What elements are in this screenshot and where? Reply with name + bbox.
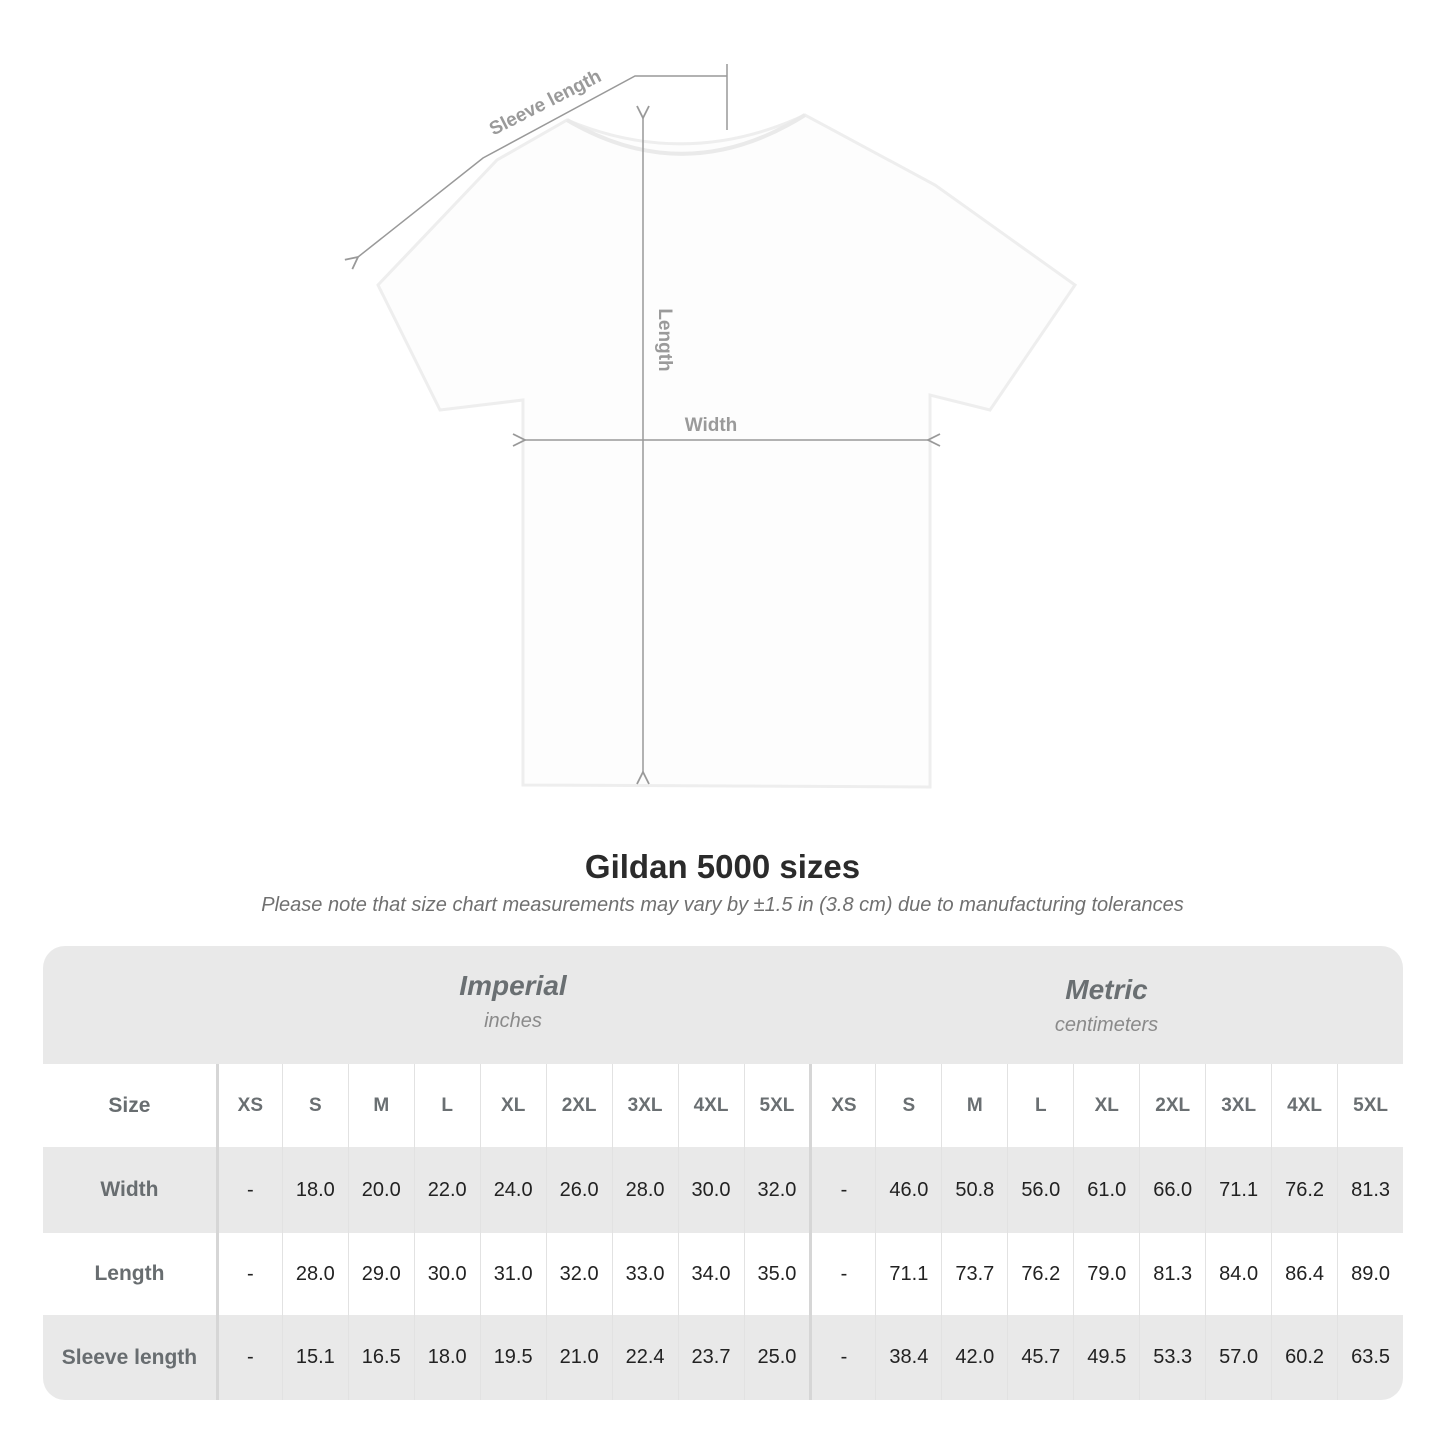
row-label: Length	[94, 1262, 165, 1285]
metric-value-cell: -	[809, 1147, 875, 1233]
length-label: Length	[654, 308, 675, 371]
metric-value-cell: 45.7	[1007, 1315, 1073, 1400]
table-row: Sleeve length -15.1 16.5 18.0 19.5 21.0 22.4 23…	[43, 1315, 1403, 1400]
imperial-value-cell: 28.0	[281, 1233, 348, 1315]
metric-value-cell: 86.4	[1271, 1233, 1337, 1315]
imperial-value-cell: 22.0	[413, 1147, 480, 1233]
metric-value-cell: -	[809, 1233, 875, 1315]
imperial-value-cell: 30.0	[413, 1233, 480, 1315]
metric-value-cell: 84.0	[1205, 1233, 1271, 1315]
imperial-value-cell: 33.0	[611, 1233, 678, 1315]
chart-title: Gildan 5000 sizes	[584, 848, 861, 885]
tshirt-diagram: Sleeve length Length Width	[0, 64, 1078, 789]
imperial-title: Imperial	[459, 970, 567, 1001]
imperial-value-cell: 21.0	[545, 1315, 612, 1400]
metric-value-cell: -	[809, 1315, 875, 1400]
metric-value-cell: 46.0	[875, 1147, 941, 1233]
metric-value-cell: 76.2	[1007, 1233, 1073, 1315]
imperial-size-header: S	[281, 1064, 348, 1147]
width-label: Width	[685, 415, 738, 436]
metric-size-header: S	[875, 1064, 941, 1147]
imperial-value-cell: 35.0	[743, 1233, 810, 1315]
imperial-header: Imperial inches	[216, 946, 810, 1064]
imperial-size-header: 4XL	[677, 1064, 744, 1147]
metric-value-cell: 57.0	[1205, 1315, 1271, 1400]
imperial-value-cell: 26.0	[545, 1147, 612, 1233]
row-label: Size	[108, 1093, 151, 1117]
metric-value-cell: 66.0	[1139, 1147, 1205, 1233]
imperial-value-cell: 22.4	[611, 1315, 678, 1400]
metric-value-cell: 89.0	[1337, 1233, 1403, 1315]
metric-size-header: M	[941, 1064, 1007, 1147]
metric-value-cell: 63.5	[1337, 1315, 1403, 1400]
imperial-value-cell: 25.0	[743, 1315, 810, 1400]
sleeve-length-line	[358, 75, 727, 257]
metric-value-cell: 73.7	[941, 1233, 1007, 1315]
metric-value-cell: 76.2	[1271, 1147, 1337, 1233]
imperial-value-cell: 18.0	[413, 1315, 480, 1400]
imperial-size-header: 2XL	[545, 1064, 612, 1147]
imperial-value-cell: 18.0	[281, 1147, 348, 1233]
imperial-value-cell: 30.0	[677, 1147, 744, 1233]
row-label: Sleeve length	[61, 1345, 198, 1369]
imperial-value-cell: 19.5	[479, 1315, 546, 1400]
tolerance-note: Please note that size chart measurements…	[261, 894, 1184, 916]
imperial-value-cell: 31.0	[479, 1233, 546, 1315]
metric-value-cell: 71.1	[1205, 1147, 1271, 1233]
metric-unit: centimeters	[1054, 1014, 1159, 1036]
metric-value-cell: 79.0	[1073, 1233, 1139, 1315]
metric-size-header: XL	[1073, 1064, 1139, 1147]
row-label: Width	[100, 1178, 159, 1201]
imperial-size-header: XL	[479, 1064, 546, 1147]
metric-value-cell: 60.2	[1271, 1315, 1337, 1400]
imperial-value-cell: 29.0	[347, 1233, 414, 1315]
imperial-value-cell: 24.0	[479, 1147, 546, 1233]
imperial-value-cell: 15.1	[281, 1315, 348, 1400]
table-row: Length -28.0 29.0 30.0 31.0 32.0 33.0 34.0 35.0-…	[43, 1233, 1403, 1315]
imperial-size-header: L	[413, 1064, 480, 1147]
imperial-size-header: 5XL	[743, 1064, 810, 1147]
size-table: Imperial inches Metric centimeters Size X…	[43, 946, 1403, 1400]
metric-value-cell: 42.0	[941, 1315, 1007, 1400]
metric-size-header: 3XL	[1205, 1064, 1271, 1147]
imperial-size-header: 3XL	[611, 1064, 678, 1147]
imperial-value-cell: -	[215, 1315, 282, 1400]
metric-size-header: XS	[809, 1064, 875, 1147]
imperial-value-cell: 32.0	[743, 1147, 810, 1233]
imperial-value-cell: -	[215, 1233, 282, 1315]
collar	[565, 113, 807, 156]
imperial-value-cell: 23.7	[677, 1315, 744, 1400]
metric-value-cell: 49.5	[1073, 1315, 1139, 1400]
imperial-value-cell: 28.0	[611, 1147, 678, 1233]
metric-value-cell: 61.0	[1073, 1147, 1139, 1233]
imperial-value-cell: 32.0	[545, 1233, 612, 1315]
metric-value-cell: 53.3	[1139, 1315, 1205, 1400]
metric-header: Metric centimeters	[810, 946, 1403, 1064]
imperial-size-header: M	[347, 1064, 414, 1147]
metric-size-header: 2XL	[1139, 1064, 1205, 1147]
metric-value-cell: 50.8	[941, 1147, 1007, 1233]
table-row: Width -18.0 20.0 22.0 24.0 26.0 28.0 30.0 32.0-4…	[43, 1147, 1403, 1233]
imperial-value-cell: 34.0	[677, 1233, 744, 1315]
metric-value-cell: 38.4	[875, 1315, 941, 1400]
metric-value-cell: 71.1	[875, 1233, 941, 1315]
metric-size-header: 5XL	[1337, 1064, 1403, 1147]
size-header-row: Size XS S M L XL 2XL 3XL 4XL 5XL XS S M L XL 2XL 3XL 4XL 5…	[43, 1064, 1403, 1147]
metric-value-cell: 81.3	[1139, 1233, 1205, 1315]
metric-value-cell: 56.0	[1007, 1147, 1073, 1233]
imperial-unit: inches	[484, 1010, 542, 1032]
metric-title: Metric	[1065, 974, 1148, 1005]
metric-size-header: 4XL	[1271, 1064, 1337, 1147]
metric-value-cell: 81.3	[1337, 1147, 1403, 1233]
imperial-value-cell: 20.0	[347, 1147, 414, 1233]
imperial-value-cell: 16.5	[347, 1315, 414, 1400]
imperial-value-cell: -	[215, 1147, 282, 1233]
metric-size-header: L	[1007, 1064, 1073, 1147]
tshirt-shape	[376, 113, 1078, 789]
imperial-size-header: XS	[215, 1064, 282, 1147]
